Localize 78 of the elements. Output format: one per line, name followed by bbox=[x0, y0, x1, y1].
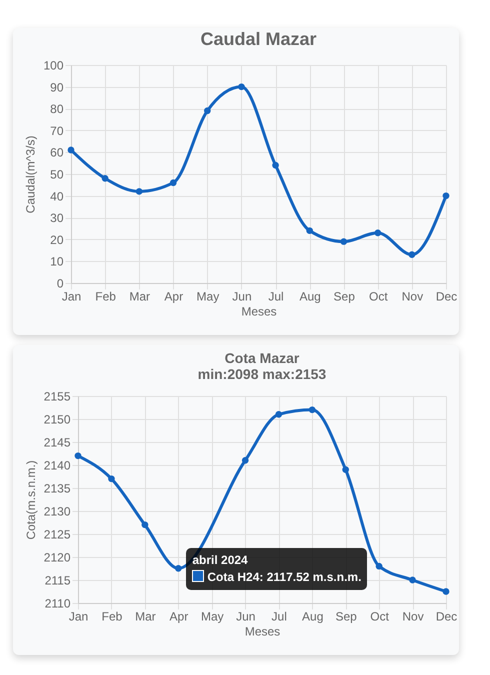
point bbox=[175, 565, 182, 572]
y-tick-label: 2145 bbox=[44, 436, 71, 450]
annotation: Cota H24: 2117.52 m.s.n.m. bbox=[206, 569, 362, 586]
x-tick-label: Jan bbox=[62, 290, 82, 304]
x-tick-label: Jun bbox=[236, 610, 256, 624]
x-tick-label: Apr bbox=[170, 610, 188, 624]
y-tick-label: 2135 bbox=[44, 482, 71, 496]
x-tick-label: Jul bbox=[272, 610, 287, 624]
y-axis-title: Caudal(m^3/s) bbox=[23, 136, 38, 214]
chart-title: Caudal Mazar bbox=[200, 29, 317, 49]
y-tick-label: 2130 bbox=[44, 504, 71, 518]
x-tick-label: Oct bbox=[370, 610, 390, 624]
y-tick-label: 50 bbox=[50, 168, 64, 182]
x-tick-label: Jul bbox=[268, 290, 284, 304]
tooltip-box: abril 2024 Cota H24: 2117.52 m.s.n.m. bbox=[186, 548, 368, 590]
point bbox=[308, 406, 316, 414]
x-axis-title: Meses bbox=[244, 624, 280, 638]
point bbox=[442, 588, 450, 595]
point bbox=[374, 230, 382, 236]
point bbox=[74, 452, 82, 460]
point bbox=[342, 466, 349, 473]
y-tick-label: 100 bbox=[43, 58, 64, 72]
x-tick-label: Dec bbox=[436, 290, 458, 304]
point bbox=[204, 107, 211, 114]
y-tick-label: 90 bbox=[50, 80, 64, 94]
point bbox=[408, 251, 416, 258]
y-tick-label: 2110 bbox=[44, 596, 71, 610]
x-tick-label: Aug bbox=[299, 290, 321, 304]
y-tick-label: 20 bbox=[50, 232, 64, 247]
x-tick-label: Sep bbox=[335, 610, 358, 624]
x-axis-title: Meses bbox=[241, 304, 277, 318]
x-tick-label: Aug bbox=[302, 610, 324, 624]
point bbox=[68, 146, 74, 154]
y-tick-label: 40 bbox=[50, 189, 64, 204]
point bbox=[102, 175, 108, 182]
y-tick-label: 2155 bbox=[44, 390, 71, 404]
point bbox=[238, 83, 245, 90]
y-tick-label: 2140 bbox=[44, 458, 71, 472]
y-tick-label: 0 bbox=[56, 276, 64, 290]
y-tick-label: 80 bbox=[50, 102, 64, 116]
chart-title: Cota Mazar bbox=[224, 350, 300, 366]
x-tick-label: Sep bbox=[334, 290, 356, 304]
point bbox=[242, 457, 249, 464]
y-tick-label: 2125 bbox=[44, 528, 71, 542]
point bbox=[275, 411, 282, 418]
y-tick-label: 2120 bbox=[44, 550, 71, 564]
point bbox=[340, 238, 348, 245]
point bbox=[442, 192, 450, 200]
y-axis-title: Cota(m.s.n.m.) bbox=[24, 460, 38, 540]
x-tick-label: Nov bbox=[402, 290, 424, 304]
x-tick-label: Feb bbox=[102, 610, 123, 624]
point bbox=[306, 227, 313, 234]
y-tick-label: 2150 bbox=[44, 412, 71, 426]
x-tick-label: May bbox=[196, 290, 220, 304]
annotation: abril 2024 bbox=[192, 552, 249, 570]
x-tick-label: Feb bbox=[95, 290, 116, 304]
y-tick-label: 60 bbox=[50, 146, 64, 160]
y-tick-label: 70 bbox=[50, 124, 64, 138]
x-tick-label: Mar bbox=[135, 610, 156, 624]
y-tick-label: 10 bbox=[50, 254, 64, 269]
point bbox=[376, 562, 382, 570]
y-tick-label: 30 bbox=[50, 211, 64, 226]
x-tick-label: Dec bbox=[436, 610, 458, 624]
x-tick-label: Nov bbox=[402, 610, 424, 624]
point bbox=[136, 188, 143, 195]
point bbox=[170, 179, 177, 186]
y-tick-label: 2115 bbox=[44, 574, 71, 588]
point bbox=[108, 475, 115, 482]
x-tick-label: Jan bbox=[68, 610, 88, 624]
point bbox=[409, 576, 416, 584]
point bbox=[142, 521, 148, 528]
point bbox=[272, 162, 279, 169]
x-tick-label: Oct bbox=[368, 290, 388, 304]
x-tick-label: Jun bbox=[232, 290, 252, 304]
x-tick-label: Mar bbox=[129, 290, 150, 304]
x-tick-label: Apr bbox=[164, 290, 184, 304]
x-tick-label: May bbox=[200, 610, 224, 624]
chart-subtitle: min:2098 max:2153 bbox=[198, 366, 326, 382]
